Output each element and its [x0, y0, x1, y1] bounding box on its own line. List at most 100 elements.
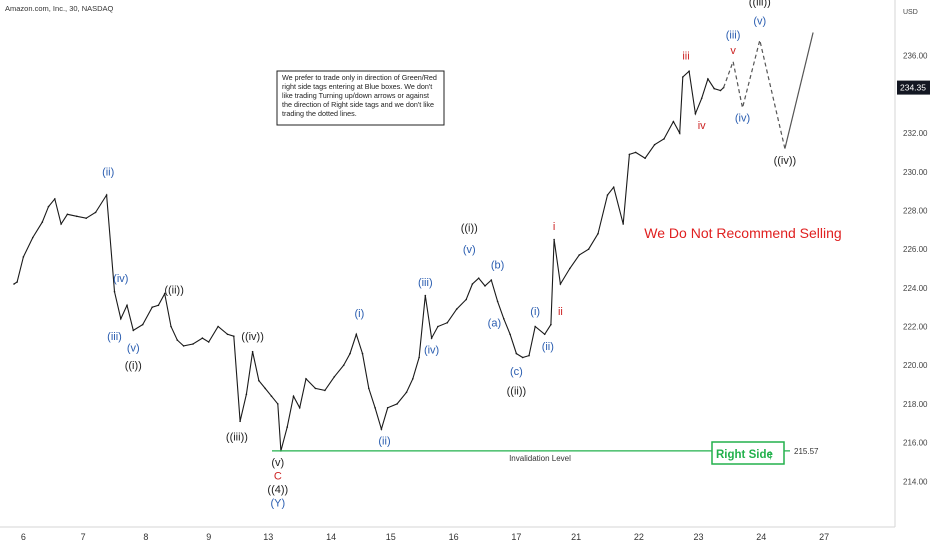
price-series-line: [13, 70, 724, 452]
price-point-41: [305, 378, 307, 380]
price-point-44: [333, 376, 336, 378]
price-point-66: [490, 279, 493, 281]
last-price-value: 234.35: [900, 83, 926, 93]
price-point-18: [151, 306, 153, 309]
price-point-39: [292, 395, 295, 398]
price-point-97: [713, 87, 715, 90]
x-tick-label-8: 17: [511, 532, 521, 542]
price-point-30: [239, 420, 241, 423]
price-point-51: [380, 428, 383, 430]
price-point-73: [534, 325, 536, 328]
price-point-89: [663, 138, 665, 140]
last-price-badge: 234.35: [897, 80, 930, 95]
price-point-33: [258, 379, 260, 382]
price-point-82: [606, 194, 609, 196]
price-point-49: [368, 387, 370, 390]
price-point-90: [672, 120, 675, 123]
right-side-label: Right Side: [716, 449, 773, 461]
price-point-57: [424, 294, 427, 297]
price-point-94: [694, 112, 697, 115]
wave-label-12: (i): [355, 308, 365, 320]
x-tick-label-4: 13: [263, 532, 273, 542]
price-point-29: [233, 335, 235, 338]
price-point-3: [32, 236, 34, 239]
wave-labels: (ii) (iv) (iii) (v) ((i)) ((ii)) ((iv)) ((iii))…: [102, 0, 796, 510]
price-point-68: [503, 318, 505, 320]
price-point-80: [587, 248, 590, 250]
wave-label-26: iii: [682, 51, 689, 63]
x-tick-label-10: 22: [634, 532, 644, 542]
note-line-3: like trading Turning up/down arrows or a…: [282, 91, 429, 100]
price-point-26: [207, 341, 210, 343]
price-point-92: [682, 76, 684, 78]
last-price-box: [897, 80, 930, 95]
price-point-93: [688, 70, 690, 72]
price-point-21: [170, 325, 172, 328]
note-line-4: the direction of Right side tags and we …: [282, 100, 434, 109]
price-point-70: [515, 352, 518, 355]
wave-label-31: (v): [753, 16, 766, 28]
wave-label-15: (iv): [424, 345, 439, 357]
price-point-88: [653, 143, 656, 146]
wave-label-18: (b): [491, 260, 504, 272]
wave-label-5: ((ii)): [164, 285, 184, 297]
price-point-38: [286, 426, 289, 428]
y-tick-label-0: 214.00: [903, 477, 928, 486]
price-point-28: [226, 333, 229, 336]
y-tick-label-8: 230.00: [903, 168, 928, 177]
price-point-19: [157, 304, 160, 307]
price-point-59: [437, 325, 439, 328]
wave-label-8: (v): [271, 457, 284, 469]
wave-label-32: ((iii)): [749, 0, 771, 8]
x-tick-label-1: 7: [81, 532, 86, 542]
price-point-54: [405, 391, 408, 394]
price-point-35: [270, 395, 273, 398]
right-side-frame: [711, 441, 785, 465]
price-point-98: [719, 89, 722, 92]
x-tick-label-7: 16: [449, 532, 459, 542]
note-box-frame: [276, 70, 445, 126]
wave-label-16: (v): [463, 244, 476, 256]
y-tick-label-6: 226.00: [903, 245, 928, 254]
wave-label-1: (iv): [113, 273, 128, 285]
y-tick-label-2: 218.00: [903, 400, 928, 409]
price-point-52: [386, 407, 389, 409]
wave-label-0: (ii): [102, 167, 114, 179]
price-point-83: [612, 186, 615, 188]
wave-label-25: ii: [558, 306, 563, 318]
price-point-91: [678, 132, 681, 134]
price-point-8: [66, 213, 69, 216]
price-point-62: [465, 298, 468, 301]
price-point-22: [176, 339, 179, 341]
price-point-63: [471, 283, 474, 285]
price-point-71: [521, 356, 524, 359]
price-point-13: [113, 290, 116, 293]
price-point-24: [192, 343, 194, 345]
price-point-47: [355, 333, 358, 336]
wave-label-2: (iii): [107, 331, 122, 343]
wave-label-11: (Y): [270, 498, 285, 510]
y-tick-label-4: 222.00: [903, 323, 928, 332]
y-tick-label-10: 236.00: [903, 52, 928, 61]
recommendation-headline: We Do Not Recommend Selling: [644, 225, 841, 241]
wave-label-14: (iii): [418, 277, 433, 289]
note-line-2: right side tags entering at Blue boxes. …: [282, 82, 432, 91]
wave-label-22: (i): [530, 306, 540, 318]
price-point-79: [578, 254, 580, 256]
price-series: [13, 70, 725, 452]
price-point-15: [126, 304, 128, 307]
price-point-50: [374, 407, 376, 409]
price-point-17: [141, 323, 144, 326]
projection-dotted-path: [723, 40, 786, 149]
price-point-75: [550, 323, 552, 326]
price-point-23: [182, 345, 185, 347]
projection-solid-path: [784, 32, 814, 149]
invalidation-label: Invalidation Level: [509, 454, 571, 463]
x-tick-label-2: 8: [143, 532, 148, 542]
price-point-56: [418, 356, 420, 359]
price-point-77: [559, 283, 562, 285]
price-point-4: [41, 221, 44, 223]
price-point-81: [597, 232, 599, 235]
